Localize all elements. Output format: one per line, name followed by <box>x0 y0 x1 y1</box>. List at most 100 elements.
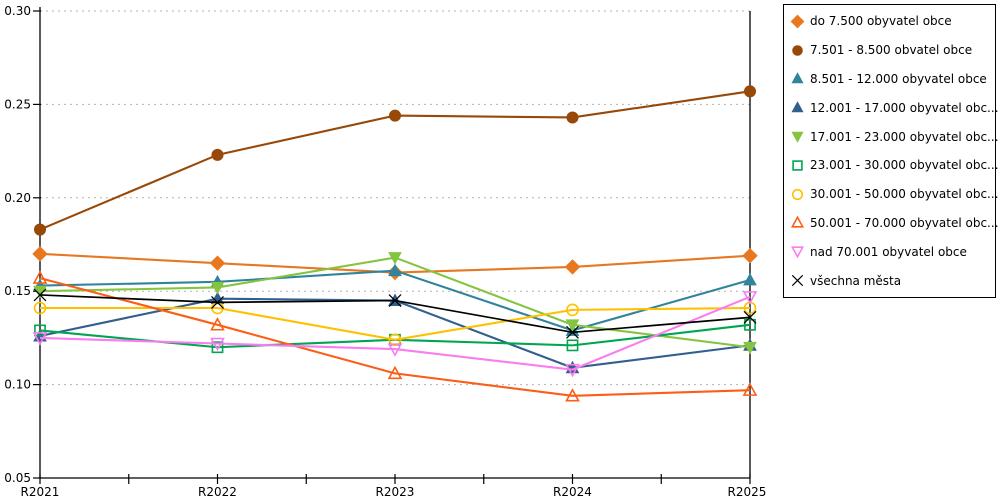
diamond-marker <box>32 246 48 262</box>
triangle-down-legend-icon <box>790 246 805 259</box>
square-marker <box>744 318 756 331</box>
legend-item[interactable]: 17.001 - 23.000 obyvatel obc... <box>790 124 999 150</box>
legend-item-label: všechna města <box>810 273 902 288</box>
diamond-marker <box>564 259 581 275</box>
triangle-down-marker <box>565 319 580 332</box>
triangle-down-marker <box>743 341 757 355</box>
triangle-up-marker <box>387 365 403 380</box>
x-marker <box>566 325 579 339</box>
legend-item-label: do 7.500 obyvatel obce <box>810 14 952 29</box>
triangle-down-marker <box>387 343 403 357</box>
y-tick-label: 0.30 <box>4 4 31 18</box>
x-marker <box>33 288 47 302</box>
legend-item-label: 30.001 - 50.000 obyvatel obc... <box>810 187 999 202</box>
triangle-up-marker <box>210 291 225 305</box>
triangle-up-marker <box>565 388 580 402</box>
circle-marker <box>33 301 47 315</box>
series-line <box>39 277 751 397</box>
legend-item[interactable]: 7.501 - 8.500 obvatel obce <box>790 37 995 63</box>
y-tick-label: 0.05 <box>4 471 31 485</box>
x-tick-label: R2025 <box>728 485 767 499</box>
x-legend-icon <box>791 274 804 287</box>
x-tick-label: R2023 <box>376 485 415 499</box>
circle-marker <box>743 85 757 98</box>
legend-item[interactable]: všechna města <box>790 268 995 294</box>
series-5 <box>34 318 756 354</box>
triangle-down-marker <box>210 337 225 352</box>
circle-marker <box>566 303 579 317</box>
series-line <box>39 295 751 371</box>
legend-item-label: 12.001 - 17.000 obyvatel obc... <box>810 100 999 115</box>
legend-item-label: 50.001 - 70.000 obyvatel obc... <box>810 215 999 230</box>
legend-item[interactable]: 8.501 - 12.000 obyvatel obce <box>790 66 995 92</box>
diamond-marker <box>742 248 758 264</box>
x-tick-label: R2021 <box>21 485 60 499</box>
square-marker <box>792 160 803 171</box>
circle-legend-icon <box>792 44 803 56</box>
series-line <box>40 306 751 341</box>
legend-item-label: 7.501 - 8.500 obvatel obce <box>810 43 973 58</box>
series-9 <box>33 288 757 339</box>
triangle-up-legend-icon <box>791 101 804 113</box>
y-tick-label: 0.15 <box>4 284 31 298</box>
triangle-up-marker <box>32 270 48 284</box>
triangle-down-marker <box>565 363 580 378</box>
triangle-down-marker <box>742 291 758 305</box>
triangle-up-legend-icon <box>791 72 804 84</box>
triangle-down-marker <box>32 332 48 346</box>
triangle-up-marker <box>210 317 225 331</box>
series-1 <box>33 85 757 236</box>
triangle-up-marker <box>742 382 758 396</box>
square-marker <box>34 324 46 337</box>
x-marker <box>791 274 804 287</box>
circle-marker <box>791 188 804 200</box>
triangle-up-marker <box>791 72 804 84</box>
square-legend-icon <box>792 160 803 171</box>
diamond-marker <box>209 255 226 271</box>
y-tick-label: 0.10 <box>4 378 31 392</box>
legend-item[interactable]: nad 70.001 obyvatel obce <box>790 239 995 265</box>
legend-item[interactable]: do 7.500 obyvatel obce <box>790 8 995 34</box>
triangle-up-marker <box>743 272 757 286</box>
y-tick-label: 0.25 <box>4 97 31 111</box>
series-7 <box>32 270 758 402</box>
circle-marker <box>566 111 579 124</box>
circle-marker <box>388 109 402 122</box>
legend-item[interactable]: 30.001 - 50.000 obyvatel obc... <box>790 181 999 207</box>
legend-item-label: 8.501 - 12.000 obyvatel obce <box>810 71 987 86</box>
legend-item-label: 17.001 - 23.000 obyvatel obc... <box>810 129 999 144</box>
triangle-up-marker <box>791 101 804 113</box>
legend-item[interactable]: 23.001 - 30.000 obyvatel obc... <box>790 152 999 178</box>
triangle-up-legend-icon <box>790 216 805 229</box>
legend-item-label: 23.001 - 30.000 obyvatel obc... <box>810 158 999 173</box>
triangle-down-marker <box>210 282 225 295</box>
x-marker <box>388 294 402 307</box>
series-8 <box>32 291 758 378</box>
legend[interactable]: do 7.500 obyvatel obce 7.501 - 8.500 obva… <box>783 4 999 298</box>
x-marker <box>743 310 757 324</box>
legend-item-label: nad 70.001 obyvatel obce <box>810 244 967 259</box>
legend-item[interactable]: 12.001 - 17.000 obyvatel obc... <box>790 95 999 121</box>
triangle-down-marker <box>790 246 805 259</box>
triangle-down-marker <box>791 131 804 143</box>
triangle-down-marker <box>388 252 402 265</box>
circle-legend-icon <box>791 188 804 200</box>
circle-marker <box>792 44 803 56</box>
circle-marker <box>33 223 47 236</box>
triangle-up-marker <box>790 216 805 229</box>
triangle-up-marker <box>388 263 402 277</box>
legend-item[interactable]: 50.001 - 70.000 obyvatel obc... <box>790 210 999 236</box>
x-marker <box>211 295 224 309</box>
square-marker <box>211 341 224 354</box>
x-tick-label: R2024 <box>553 485 592 499</box>
circle-marker <box>211 148 224 161</box>
circle-marker <box>388 333 402 347</box>
y-tick-label: 0.20 <box>4 191 31 205</box>
square-marker <box>566 339 579 352</box>
triangle-down-legend-icon <box>791 131 804 143</box>
diamond-marker <box>790 14 805 29</box>
diamond-legend-icon <box>790 14 805 29</box>
x-tick-label: R2022 <box>198 485 237 499</box>
